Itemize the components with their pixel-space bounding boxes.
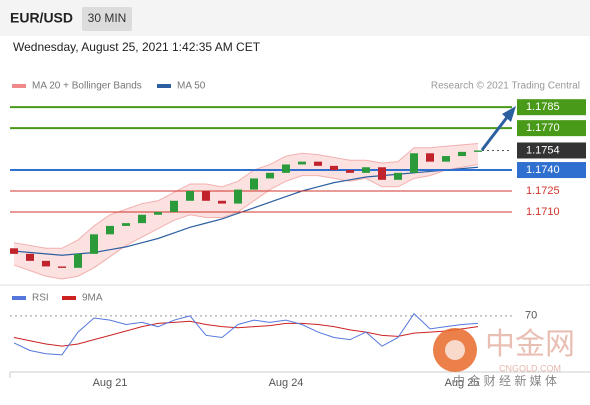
legend-label: MA 20 + Bollinger Bands (32, 81, 142, 92)
credit: Research © 2021 Trading Central (431, 81, 580, 92)
level-label: 1.1770 (526, 122, 560, 134)
candle (426, 153, 434, 162)
candle (282, 164, 290, 173)
watermark: 中金网 CNGOLD.COM 中 金 财 经 新 媒 体 (433, 328, 575, 388)
candle (266, 172, 274, 179)
watermark-text: 中金网 (485, 328, 575, 361)
candle (378, 167, 386, 180)
rsi-legend-swatch (62, 296, 76, 300)
candle (442, 156, 450, 162)
rsi-legend-label: 9MA (82, 293, 103, 304)
rsi-legend-label: RSI (32, 293, 49, 304)
candle (250, 178, 258, 190)
timeframe-button[interactable] (82, 7, 132, 31)
symbol: EUR/USD (10, 10, 73, 26)
candle (330, 165, 338, 171)
x-tick-label: Aug 21 (93, 377, 128, 389)
candle (362, 167, 370, 173)
candle (138, 214, 146, 224)
x-tick-label: Aug 24 (269, 377, 304, 389)
candle (202, 191, 210, 201)
level-box (517, 99, 586, 116)
candle (346, 170, 354, 173)
legend-label: MA 50 (177, 81, 206, 92)
bollinger-lower (13, 163, 479, 280)
candle (154, 211, 162, 215)
candle (234, 189, 242, 204)
candle (474, 150, 482, 152)
forecast-arrowhead (502, 106, 516, 122)
timestamp: Wednesday, August 25, 2021 1:42:35 AM CE… (13, 40, 261, 54)
candle (410, 153, 418, 173)
level-box (517, 120, 586, 137)
watermark-tagline: 中 金 财 经 新 媒 体 (453, 373, 557, 388)
candle (10, 248, 18, 254)
candle (314, 161, 322, 166)
candle (186, 191, 194, 201)
level-box (517, 142, 586, 159)
candle (42, 260, 50, 267)
legend-swatch (157, 84, 171, 88)
candle (122, 223, 130, 226)
timeframe[interactable]: 30 MIN (88, 11, 127, 25)
rsi-tick-label: 70 (525, 310, 537, 322)
level-label: 1.1710 (526, 206, 560, 218)
watermark-url: CNGOLD.COM (499, 363, 561, 373)
level-label: 1.1725 (526, 185, 560, 197)
candle (170, 200, 178, 212)
candle (90, 234, 98, 254)
rsi-ma-line (13, 320, 479, 347)
watermark-logo-inner (445, 340, 465, 360)
rsi-legend-swatch (12, 296, 26, 300)
bollinger-upper (13, 143, 479, 249)
level-label: 1.1754 (526, 144, 560, 156)
level-label: 1.1785 (526, 101, 560, 113)
candle (298, 161, 306, 165)
candle (58, 266, 66, 268)
candle (106, 225, 114, 235)
level-label: 1.1740 (526, 164, 560, 176)
candle (218, 200, 226, 204)
forecast-arrow (480, 115, 510, 151)
candle (458, 151, 466, 157)
level-box (517, 162, 586, 179)
x-tick-label: Aug 25 (445, 377, 480, 389)
plot: MA 20 + Bollinger Bands MA 50 Research © 2… (10, 81, 586, 389)
candle (74, 253, 82, 268)
rsi-line (13, 312, 479, 356)
candle (26, 253, 34, 261)
candle (394, 172, 402, 180)
legend-swatch (12, 84, 26, 88)
